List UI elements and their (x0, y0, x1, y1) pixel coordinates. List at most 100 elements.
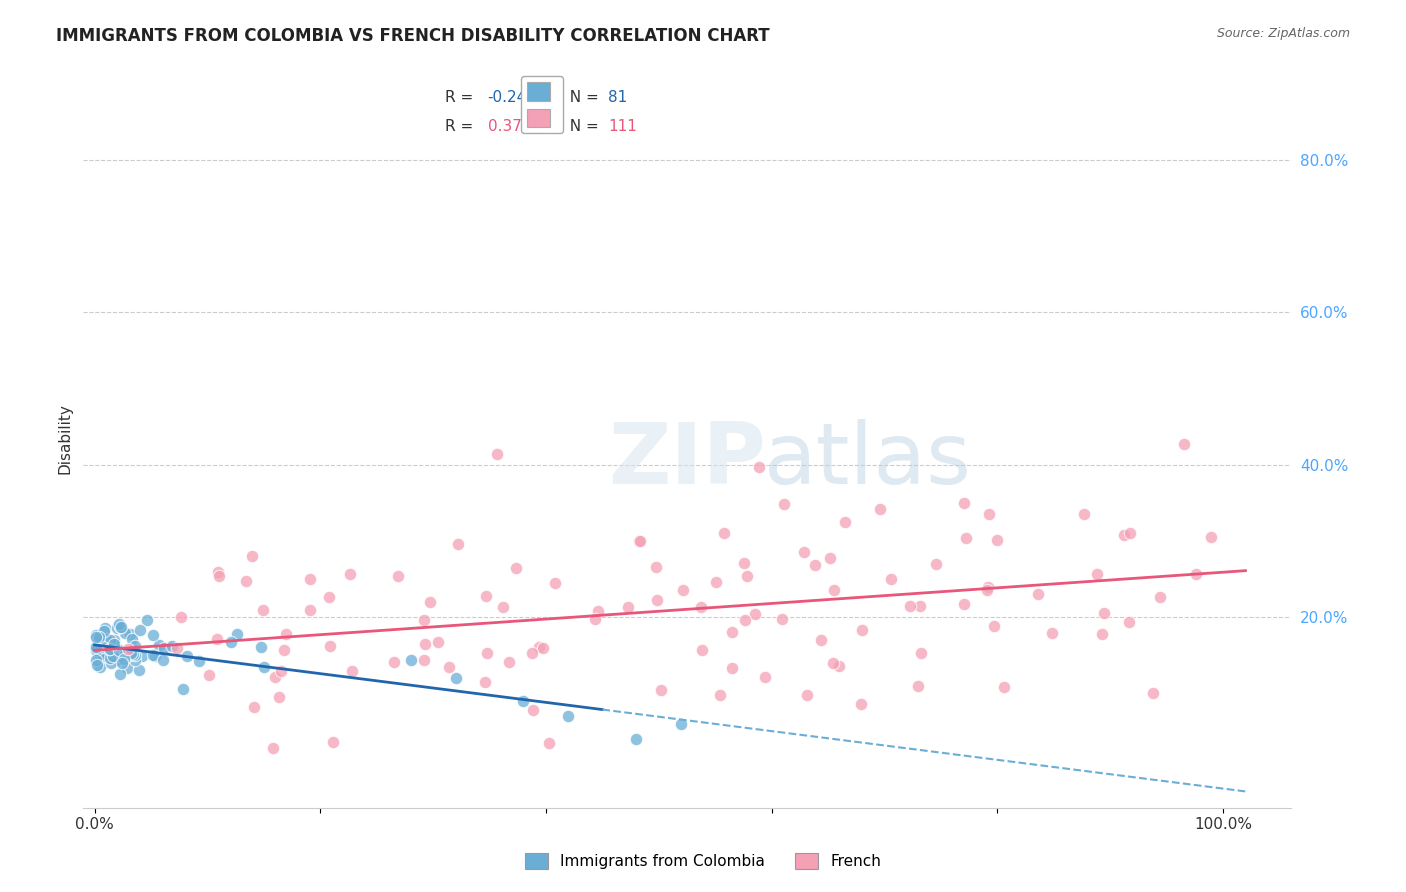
Point (250, 640, 273, 655)
Point (114, 626, 136, 640)
Text: ZIP: ZIP (607, 418, 766, 502)
Point (444, 671, 467, 685)
Point (834, 515, 856, 529)
Point (339, 567, 361, 582)
Point (89, 632, 111, 647)
Point (583, 612, 606, 626)
Point (979, 507, 1001, 521)
Point (197, 668, 219, 682)
Point (1142, 686, 1164, 700)
Point (118, 627, 141, 641)
Point (262, 741, 284, 756)
Point (828, 658, 851, 673)
Point (447, 537, 470, 551)
Point (748, 460, 770, 475)
Point (172, 682, 194, 697)
Point (148, 638, 170, 652)
Point (84, 628, 107, 642)
Point (89, 660, 111, 674)
Point (1040, 626, 1063, 640)
Point (117, 641, 139, 656)
Point (235, 574, 257, 588)
Text: atlas: atlas (763, 418, 972, 502)
Point (152, 641, 174, 656)
Point (86, 640, 108, 655)
Point (115, 661, 138, 675)
Point (187, 654, 209, 668)
Point (644, 559, 666, 574)
Point (1173, 437, 1195, 451)
Point (124, 653, 146, 667)
Point (851, 623, 873, 637)
Point (98, 641, 121, 656)
Point (820, 550, 842, 565)
Point (953, 496, 976, 510)
Point (650, 682, 672, 697)
Point (152, 653, 174, 667)
Text: IMMIGRANTS FROM COLOMBIA VS FRENCH DISABILITY CORRELATION CHART: IMMIGRANTS FROM COLOMBIA VS FRENCH DISAB… (56, 27, 770, 45)
Point (869, 501, 891, 516)
Point (340, 664, 363, 678)
Point (735, 568, 758, 582)
Point (617, 600, 640, 615)
Point (273, 643, 295, 657)
Point (744, 607, 766, 621)
Point (953, 598, 976, 612)
Point (1114, 528, 1136, 542)
Point (512, 694, 534, 708)
Point (713, 526, 735, 541)
Point (107, 642, 129, 657)
Point (754, 670, 776, 684)
Point (142, 628, 165, 642)
Point (208, 568, 231, 582)
Point (91, 648, 114, 663)
Point (690, 599, 713, 614)
Point (115, 645, 138, 659)
Point (955, 531, 977, 545)
Point (93, 624, 115, 639)
Point (128, 663, 150, 677)
Point (557, 709, 579, 723)
Point (925, 558, 948, 572)
Point (645, 592, 668, 607)
Point (98, 651, 121, 665)
Point (527, 640, 550, 654)
Point (976, 582, 998, 597)
Point (910, 646, 932, 660)
Point (485, 447, 508, 461)
Point (993, 680, 1015, 694)
Point (721, 661, 744, 675)
Point (628, 533, 651, 548)
Point (624, 732, 647, 747)
Point (474, 675, 496, 690)
Point (84, 642, 107, 657)
Point (170, 610, 193, 624)
Point (475, 646, 498, 660)
Point (84, 639, 107, 653)
Point (543, 575, 565, 590)
Point (531, 640, 554, 655)
Legend: Immigrants from Colombia, French: Immigrants from Colombia, French (519, 847, 887, 875)
Point (90, 648, 112, 662)
Point (131, 648, 153, 663)
Point (318, 639, 340, 653)
Point (89, 648, 111, 662)
Point (1185, 566, 1208, 581)
Text: N =: N = (560, 90, 603, 104)
Point (793, 545, 815, 559)
Point (101, 646, 124, 660)
Point (796, 688, 818, 702)
Text: 81: 81 (609, 90, 627, 104)
Point (270, 665, 292, 679)
Point (382, 656, 405, 670)
Point (142, 648, 165, 662)
Point (96, 647, 118, 661)
Point (1092, 606, 1115, 620)
Text: 0.370: 0.370 (488, 120, 531, 135)
Point (849, 697, 872, 711)
Point (103, 638, 125, 652)
Point (627, 534, 650, 549)
Text: 111: 111 (609, 120, 637, 135)
Point (242, 700, 264, 714)
Point (733, 556, 755, 570)
